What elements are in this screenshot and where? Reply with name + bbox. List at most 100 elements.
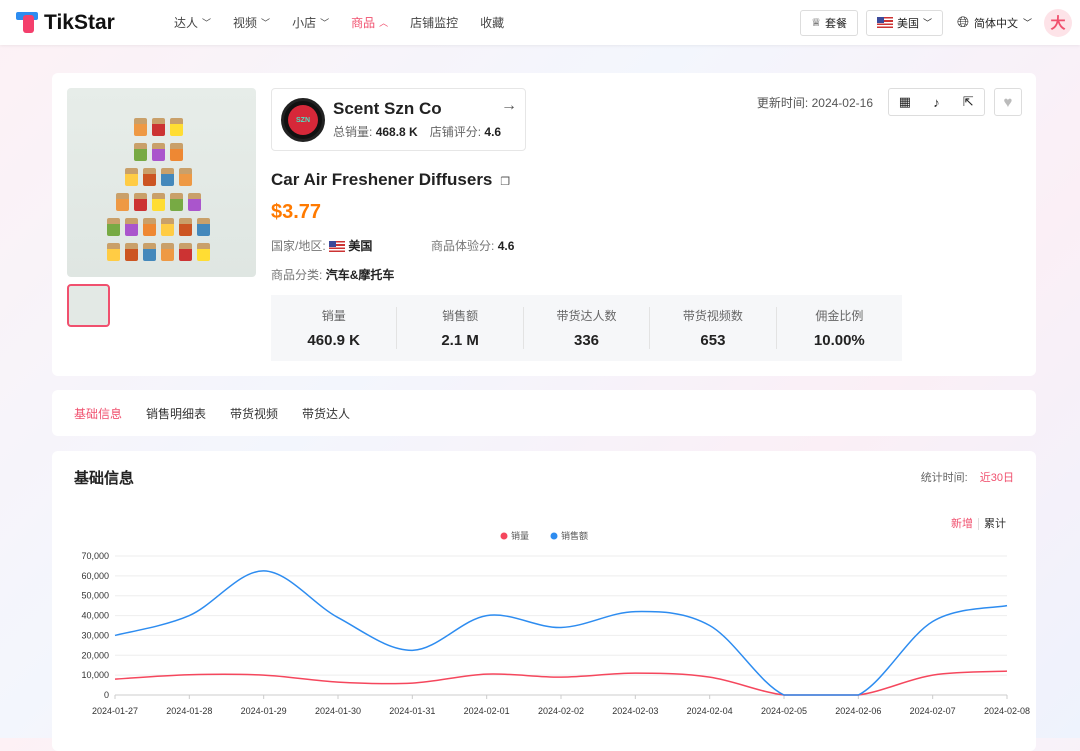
- x-tick-label: 2024-01-28: [166, 706, 212, 716]
- brand-name: TikStar: [44, 10, 115, 34]
- nav-item-3[interactable]: 商品 ︿: [351, 14, 388, 31]
- nav-item-2[interactable]: 小店 ﹀: [292, 14, 329, 31]
- score-value: 4.6: [497, 239, 515, 253]
- chevron-up-icon: ︿: [379, 18, 389, 28]
- x-tick-label: 2024-01-27: [92, 706, 138, 716]
- x-tick-label: 2024-02-04: [687, 706, 733, 716]
- chevron-down-icon: ﹀: [1022, 18, 1032, 28]
- category-label: 商品分类:: [271, 268, 323, 282]
- stat-2: 带货达人数 336: [524, 307, 651, 349]
- tab-3[interactable]: 带货达人: [302, 406, 351, 421]
- y-tick-label: 30,000: [81, 630, 109, 640]
- y-tick-label: 60,000: [81, 571, 109, 581]
- x-tick-label: 2024-02-07: [910, 706, 956, 716]
- toggle-total[interactable]: 累计: [984, 518, 1006, 530]
- basic-info-card: 基础信息 统计时间: 近30日 新增 累计 0 10,000 20,000 30,000 4…: [52, 451, 1036, 751]
- stat-label: 佣金比例: [815, 309, 864, 323]
- main-nav: 达人 ﹀ 视频 ﹀ 小店 ﹀ 商品 ︿ 店铺监控 收藏: [174, 14, 526, 31]
- tiktok-icon[interactable]: ♪: [933, 94, 940, 110]
- nav-item-0[interactable]: 达人 ﹀: [174, 14, 211, 31]
- update-label: 更新时间:: [756, 96, 809, 110]
- stat-1: 销售额 2.1 M: [397, 307, 524, 349]
- series-line-1: [114, 570, 1008, 696]
- stat-value: 460.9 K: [307, 332, 360, 349]
- x-tick-label: 2024-02-03: [612, 706, 658, 716]
- x-tick-label: 2024-02-05: [761, 706, 807, 716]
- plan-button[interactable]: ♕ 套餐: [800, 9, 858, 36]
- stat-value: 2.1 M: [441, 332, 479, 349]
- stat-4: 佣金比例 10.00%: [777, 307, 902, 349]
- shop-rating-value: 4.6: [484, 125, 502, 139]
- arrow-right-icon[interactable]: →: [501, 97, 517, 114]
- stat-value: 336: [574, 332, 600, 349]
- plan-label: 套餐: [824, 17, 847, 30]
- shop-rating-label: 店铺评分:: [429, 125, 482, 139]
- nav-label: 达人: [174, 16, 199, 30]
- tab-2[interactable]: 带货视频: [230, 406, 279, 421]
- y-tick-label: 50,000: [81, 591, 109, 601]
- x-tick-label: 2024-01-29: [241, 706, 287, 716]
- y-tick-label: 10,000: [81, 670, 109, 680]
- total-sales-label: 总销量:: [333, 125, 373, 139]
- product-card: SZN Scent Szn Co → 总销量: 468.8 K 店铺评分: 4.6…: [52, 73, 1036, 376]
- shop-name: Scent Szn Co: [333, 99, 442, 118]
- section-title: 基础信息: [74, 470, 135, 487]
- country-value: 美国: [348, 239, 373, 253]
- stat-value: 653: [700, 332, 726, 349]
- score-label: 商品体验分:: [431, 239, 495, 253]
- qr-code-icon[interactable]: ▦: [898, 94, 911, 109]
- globe-icon: 🌐︎: [956, 14, 969, 31]
- region-select[interactable]: 美国 ﹀: [865, 9, 943, 36]
- update-date: 2024-02-16: [811, 96, 873, 110]
- tab-1[interactable]: 销售明细表: [146, 406, 207, 421]
- legend-label: 销量: [511, 530, 529, 541]
- nav-label: 收藏: [480, 16, 505, 30]
- nav-item-1[interactable]: 视频 ﹀: [233, 14, 270, 31]
- legend-marker: [500, 532, 508, 540]
- x-tick-label: 2024-02-06: [835, 706, 881, 716]
- region-label: 美国: [896, 17, 919, 30]
- avatar[interactable]: 大: [1044, 8, 1072, 37]
- legend-label: 销售额: [561, 530, 588, 541]
- logo-icon: [16, 11, 38, 34]
- category-value: 汽车&摩托车: [325, 268, 395, 282]
- stat-3: 带货视频数 653: [650, 307, 777, 349]
- favorite-heart-icon[interactable]: ♥: [994, 88, 1022, 116]
- y-tick-label: 70,000: [81, 551, 109, 561]
- tab-0[interactable]: 基础信息: [74, 406, 123, 421]
- x-tick-label: 2024-01-30: [315, 706, 361, 716]
- tab-bar: 基础信息 销售明细表 带货视频 带货达人: [52, 390, 1036, 436]
- nav-label: 店铺监控: [410, 16, 459, 30]
- stats-bar: 销量 460.9 K 销售额 2.1 M 带货达人数 336 带货视频数 653 佣金比例 10.…: [271, 295, 902, 361]
- country-label: 国家/地区:: [271, 239, 326, 253]
- language-label: 简体中文: [973, 17, 1018, 30]
- stat-label: 销售额: [442, 309, 479, 323]
- chevron-down-icon: ﹀: [922, 18, 932, 28]
- shop-card[interactable]: SZN Scent Szn Co → 总销量: 468.8 K 店铺评分: 4.6: [271, 88, 526, 151]
- product-image[interactable]: [67, 88, 256, 277]
- product-thumbnail[interactable]: [67, 284, 110, 327]
- nav-item-4[interactable]: 店铺监控: [410, 14, 458, 31]
- crown-icon: ♕: [811, 17, 821, 29]
- x-tick-label: 2024-02-01: [464, 706, 510, 716]
- chevron-down-icon: ﹀: [320, 18, 330, 28]
- stat-label: 销量: [321, 309, 346, 323]
- stat-time-select[interactable]: 近30日: [979, 472, 1014, 484]
- shop-logo: SZN: [281, 98, 325, 142]
- x-tick-label: 2024-01-31: [389, 706, 435, 716]
- stat-label: 带货达人数: [556, 309, 617, 323]
- x-tick-label: 2024-02-02: [538, 706, 584, 716]
- us-flag-icon: [876, 17, 893, 28]
- external-link-icon[interactable]: ⇱: [962, 94, 974, 109]
- copy-icon[interactable]: ❐: [500, 176, 511, 188]
- language-select[interactable]: 🌐︎ 简体中文 ﹀: [957, 14, 1032, 31]
- nav-item-5[interactable]: 收藏: [480, 14, 504, 31]
- nav-label: 小店: [292, 16, 317, 30]
- stat-value: 10.00%: [813, 332, 865, 349]
- logo[interactable]: TikStar: [16, 11, 174, 35]
- toggle-new[interactable]: 新增: [951, 518, 979, 530]
- product-price: $3.77: [271, 201, 322, 223]
- stat-0: 销量 460.9 K: [271, 307, 398, 349]
- stat-time-label: 统计时间:: [920, 472, 968, 484]
- us-flag-icon: [329, 241, 346, 253]
